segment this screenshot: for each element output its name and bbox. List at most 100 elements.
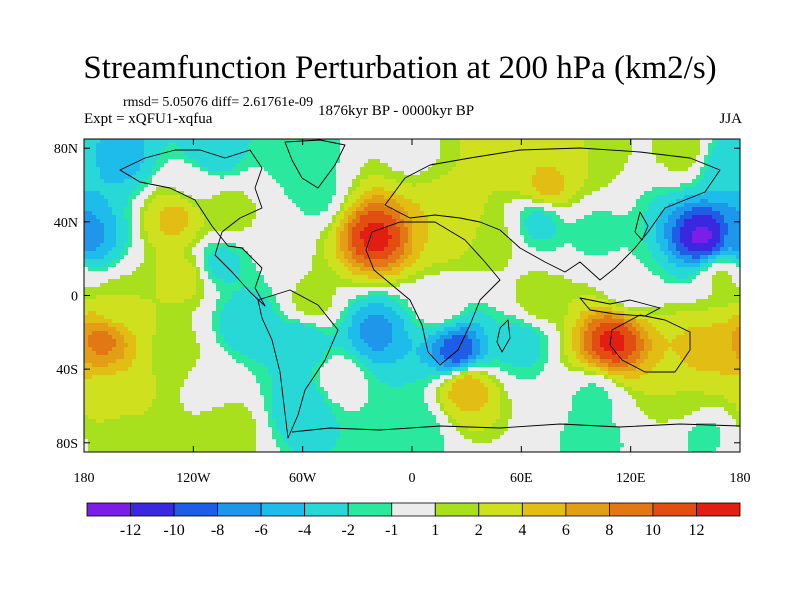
field-cell xyxy=(604,227,609,232)
field-cell xyxy=(252,167,257,172)
field-cell xyxy=(500,175,505,180)
field-cell xyxy=(428,167,433,172)
field-cell xyxy=(320,195,325,200)
field-cell xyxy=(360,155,365,160)
field-cell xyxy=(180,231,185,236)
field-cell xyxy=(720,251,725,256)
field-cell xyxy=(544,151,549,156)
field-cell xyxy=(236,191,241,196)
field-cell xyxy=(308,195,313,200)
field-cell xyxy=(464,163,469,168)
field-cell xyxy=(408,255,413,260)
field-cell xyxy=(460,223,465,228)
field-cell xyxy=(444,139,449,144)
field-cell xyxy=(120,255,125,260)
field-cell xyxy=(328,239,333,244)
field-cell xyxy=(320,239,325,244)
field-cell xyxy=(476,167,481,172)
field-cell xyxy=(544,171,549,176)
field-cell xyxy=(300,215,305,220)
field-cell xyxy=(188,187,193,192)
field-cell xyxy=(124,255,129,260)
field-cell xyxy=(208,235,213,240)
field-cell xyxy=(464,195,469,200)
field-cell xyxy=(260,195,265,200)
field-cell xyxy=(384,223,389,228)
field-cell xyxy=(588,171,593,176)
field-cell xyxy=(672,139,677,144)
field-cell xyxy=(636,143,641,148)
field-cell xyxy=(624,147,629,152)
field-cell xyxy=(384,239,389,244)
field-cell xyxy=(144,207,149,212)
field-cell xyxy=(128,211,133,216)
field-cell xyxy=(304,183,309,188)
field-cell xyxy=(272,195,277,200)
field-cell xyxy=(448,179,453,184)
field-cell xyxy=(368,223,373,228)
field-cell xyxy=(560,227,565,232)
field-cell xyxy=(116,251,121,256)
field-cell xyxy=(692,195,697,200)
field-cell xyxy=(132,179,137,184)
field-cell xyxy=(184,199,189,204)
field-cell xyxy=(244,143,249,148)
field-cell xyxy=(576,147,581,152)
field-cell xyxy=(464,147,469,152)
field-cell xyxy=(252,159,257,164)
field-cell xyxy=(256,223,261,228)
field-cell xyxy=(152,159,157,164)
field-cell xyxy=(308,227,313,232)
field-cell xyxy=(676,247,681,252)
field-cell xyxy=(332,191,337,196)
field-cell xyxy=(212,191,217,196)
field-cell xyxy=(648,143,653,148)
field-cell xyxy=(92,247,97,252)
field-cell xyxy=(596,231,601,236)
field-cell xyxy=(116,239,121,244)
field-cell xyxy=(440,171,445,176)
field-cell xyxy=(684,151,689,156)
field-cell xyxy=(364,207,369,212)
field-cell xyxy=(360,159,365,164)
field-cell xyxy=(184,255,189,260)
field-cell xyxy=(264,207,269,212)
field-cell xyxy=(452,191,457,196)
field-cell xyxy=(484,219,489,224)
field-cell xyxy=(516,227,521,232)
field-cell xyxy=(400,187,405,192)
field-cell xyxy=(724,199,729,204)
field-cell xyxy=(704,251,709,256)
field-cell xyxy=(348,243,353,248)
field-cell xyxy=(188,183,193,188)
field-cell xyxy=(144,139,149,144)
field-cell xyxy=(304,255,309,260)
field-cell xyxy=(156,243,161,248)
field-cell xyxy=(184,235,189,240)
field-cell xyxy=(156,167,161,172)
field-cell xyxy=(588,175,593,180)
field-cell xyxy=(180,151,185,156)
field-cell xyxy=(588,151,593,156)
field-cell xyxy=(592,255,597,260)
field-cell xyxy=(520,147,525,152)
field-cell xyxy=(196,255,201,260)
field-cell xyxy=(300,167,305,172)
field-cell xyxy=(632,199,637,204)
field-cell xyxy=(640,235,645,240)
field-cell xyxy=(628,223,633,228)
field-cell xyxy=(248,199,253,204)
field-cell xyxy=(88,231,93,236)
field-cell xyxy=(340,259,345,264)
field-cell xyxy=(460,235,465,240)
field-cell xyxy=(332,195,337,200)
field-cell xyxy=(556,159,561,164)
field-cell xyxy=(368,171,373,176)
field-cell xyxy=(244,255,249,260)
field-cell xyxy=(152,223,157,228)
field-cell xyxy=(420,155,425,160)
field-cell xyxy=(444,163,449,168)
field-cell xyxy=(228,219,233,224)
field-cell xyxy=(184,151,189,156)
field-cell xyxy=(716,207,721,212)
